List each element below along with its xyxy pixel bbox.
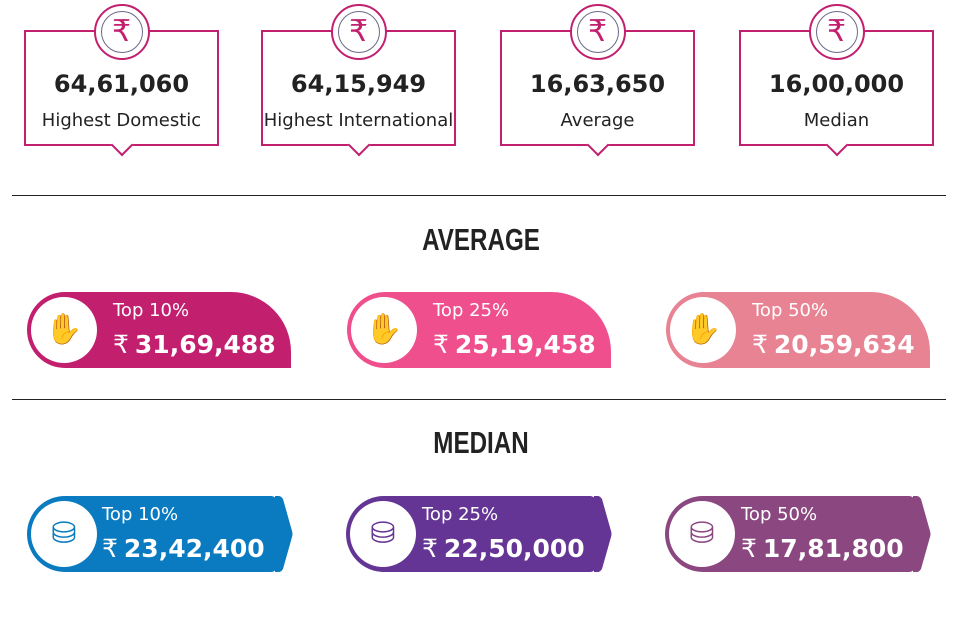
- pill-label: Top 10%: [113, 300, 190, 321]
- average-top-50: ✋ Top 50% ₹20,59,634: [666, 292, 930, 368]
- rupee-icon: ₹: [330, 4, 387, 60]
- coins-in-hand-icon: ⛁: [669, 501, 735, 567]
- stat-card-highest-international: ₹ 64,15,949 Highest International: [261, 4, 456, 157]
- pill-value: ₹22,50,000: [422, 534, 585, 563]
- stat-value: 64,15,949: [290, 70, 427, 98]
- median-top-50: ⛁ Top 50% ₹17,81,800: [665, 496, 931, 572]
- average-top-25: ✋ Top 25% ₹25,19,458: [347, 292, 611, 368]
- pill-label: Top 25%: [433, 300, 510, 321]
- stat-card-median: ₹ 16,00,000 Median: [739, 4, 934, 157]
- pill-value: ₹23,42,400: [102, 534, 265, 563]
- pill-label: Top 25%: [422, 504, 499, 525]
- pill-label: Top 50%: [741, 504, 818, 525]
- pill-value: ₹25,19,458: [433, 330, 596, 359]
- cash-in-hand-icon: ✋: [670, 297, 736, 363]
- section-heading-median: MEDIAN: [433, 425, 529, 460]
- stat-label: Highest International: [263, 110, 454, 131]
- stat-value: 16,63,650: [529, 70, 666, 98]
- pill-value: ₹20,59,634: [752, 330, 915, 359]
- coins-in-hand-icon: ⛁: [350, 501, 416, 567]
- divider: [12, 195, 946, 196]
- stat-label: Median: [803, 110, 870, 131]
- stat-card-average: ₹ 16,63,650 Average: [500, 4, 695, 157]
- pill-label: Top 10%: [102, 504, 179, 525]
- cash-in-hand-icon: ✋: [31, 297, 97, 363]
- pill-label: Top 50%: [752, 300, 829, 321]
- cash-in-hand-icon: ✋: [351, 297, 417, 363]
- average-top-10: ✋ Top 10% ₹31,69,488: [27, 292, 291, 368]
- rupee-icon: ₹: [569, 4, 626, 60]
- stat-label: Highest Domestic: [41, 110, 202, 131]
- stat-label: Average: [560, 110, 635, 131]
- stat-card-highest-domestic: ₹ 64,61,060 Highest Domestic: [24, 4, 219, 157]
- stat-value: 16,00,000: [768, 70, 905, 98]
- pill-value: ₹31,69,488: [113, 330, 276, 359]
- coins-in-hand-icon: ⛁: [31, 501, 97, 567]
- stat-value: 64,61,060: [53, 70, 190, 98]
- pill-value: ₹17,81,800: [741, 534, 904, 563]
- median-top-25: ⛁ Top 25% ₹22,50,000: [346, 496, 612, 572]
- section-heading-average: AVERAGE: [422, 222, 540, 257]
- median-top-10: ⛁ Top 10% ₹23,42,400: [27, 496, 293, 572]
- rupee-icon: ₹: [93, 4, 150, 60]
- divider: [12, 399, 946, 400]
- rupee-icon: ₹: [808, 4, 865, 60]
